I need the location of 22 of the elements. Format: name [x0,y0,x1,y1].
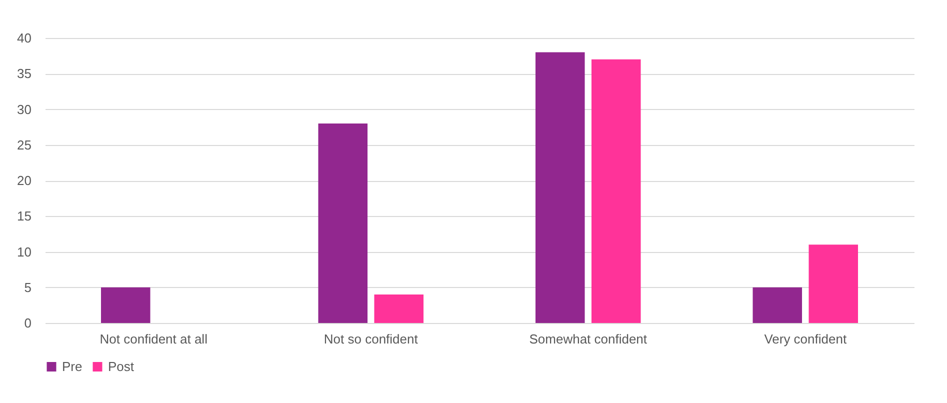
y-tick-label: 5 [24,280,32,295]
bar [752,287,802,323]
x-tick-label: Not confident at all [100,332,208,346]
bar [591,59,641,323]
y-tick-label: 25 [17,137,32,152]
legend-label: Pre [62,358,82,374]
y-tick-label: 15 [17,208,32,224]
x-tick-label: Somewhat confident [529,332,648,346]
y-tick-label: 30 [17,102,32,117]
bar [374,294,424,323]
bar [318,124,368,323]
y-tick-label: 10 [17,244,32,260]
y-tick-label: 35 [17,66,32,82]
x-tick-label: Not so confident [324,332,418,346]
bar [535,52,585,323]
y-tick-label: 0 [24,316,32,330]
y-tick-label: 20 [17,173,32,188]
x-tick-label: Very confident [764,332,847,346]
bar [100,287,150,323]
legend-label: Post [108,358,134,374]
y-tick-label: 40 [17,30,32,46]
bar [808,244,858,323]
